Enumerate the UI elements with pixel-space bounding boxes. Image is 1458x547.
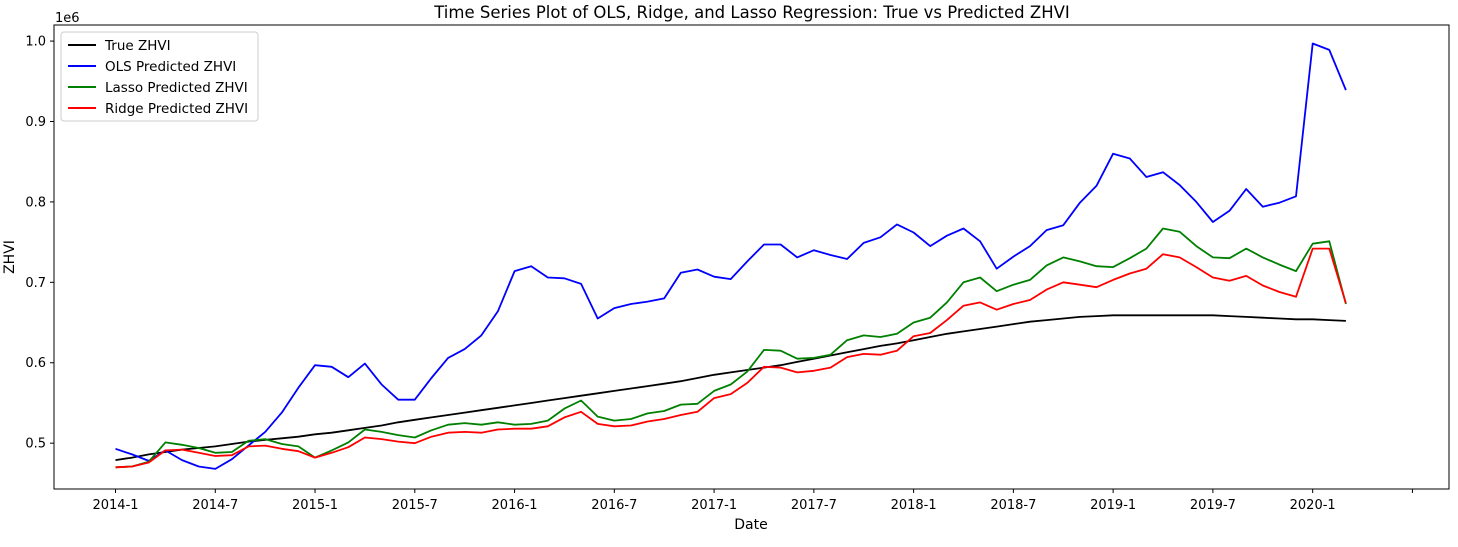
x-tick-label: 2020-1 bbox=[1290, 498, 1336, 513]
legend-box bbox=[60, 31, 259, 122]
legend-label: Ridge Predicted ZHVI bbox=[105, 101, 248, 117]
y-axis-label: ZHVI bbox=[2, 240, 18, 274]
y-tick-label: 0.5 bbox=[25, 437, 46, 452]
x-tick-label: 2019-1 bbox=[1090, 498, 1136, 513]
x-tick-label: 2018-7 bbox=[990, 498, 1036, 513]
chart-title: Time Series Plot of OLS, Ridge, and Lass… bbox=[433, 3, 1070, 22]
x-tick-label: 2015-7 bbox=[392, 498, 438, 513]
plot-area bbox=[115, 42, 1347, 470]
x-tick-label: 2015-1 bbox=[292, 498, 338, 513]
series-line-true-zhvi bbox=[115, 314, 1346, 461]
series-line-lasso-predicted-zhvi bbox=[115, 227, 1347, 469]
x-tick-label: 2014-1 bbox=[92, 498, 138, 513]
series-line-ols-predicted-zhvi bbox=[115, 42, 1347, 470]
x-tick-label: 2018-1 bbox=[891, 498, 937, 513]
series-line-ridge-predicted-zhvi bbox=[115, 247, 1347, 469]
y-tick-label: 0.7 bbox=[25, 276, 46, 291]
legend: True ZHVI OLS Predicted ZHVI Lasso Predict… bbox=[60, 31, 259, 122]
legend-label: Lasso Predicted ZHVI bbox=[105, 80, 248, 96]
x-tick-label: 2016-1 bbox=[492, 498, 538, 513]
y-axis: 0.5 0.6 0.7 0.8 0.9 1.0 bbox=[25, 35, 54, 452]
x-tick-label: 2014-7 bbox=[192, 498, 238, 513]
legend-label: OLS Predicted ZHVI bbox=[105, 59, 236, 75]
y-tick-label: 0.9 bbox=[25, 115, 46, 130]
y-tick-label: 0.6 bbox=[25, 356, 46, 371]
x-tick-label: 2019-7 bbox=[1190, 498, 1236, 513]
y-tick-label: 0.8 bbox=[25, 195, 46, 210]
y-tick-label: 1.0 bbox=[25, 35, 46, 50]
x-tick-label: 2016-7 bbox=[591, 498, 637, 513]
x-axis: 2014-1 2014-7 2015-1 2015-7 2016-1 2016-7 2017… bbox=[92, 489, 1413, 513]
legend-label: True ZHVI bbox=[104, 38, 171, 54]
x-tick-label: 2017-7 bbox=[791, 498, 837, 513]
x-tick-label: 2017-1 bbox=[691, 498, 737, 513]
y-axis-offset-label: 1e6 bbox=[55, 11, 80, 26]
axes-frame bbox=[53, 24, 1450, 490]
x-axis-label: Date bbox=[734, 517, 767, 533]
